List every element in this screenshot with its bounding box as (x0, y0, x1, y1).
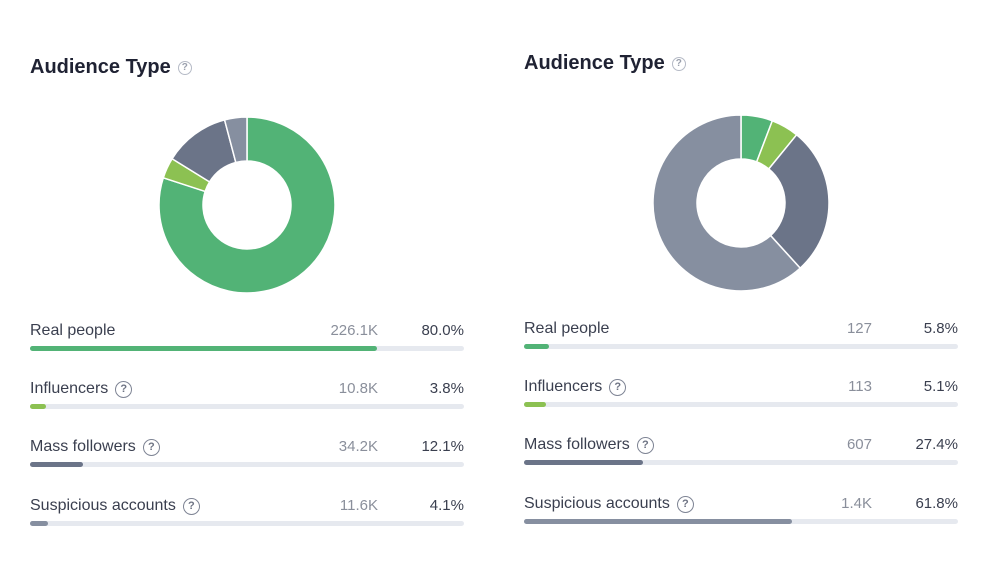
panel-title-text: Audience Type (524, 52, 665, 74)
help-icon[interactable]: ? (636, 436, 654, 454)
progress-track (30, 404, 464, 409)
row-count: 226.1K (330, 322, 378, 339)
row-count: 10.8K (338, 380, 378, 397)
row-mass-followers: Mass followers? 34.2K 12.1% (30, 438, 464, 468)
progress-track (524, 519, 958, 524)
progress-fill-suspicious-accounts (30, 521, 48, 526)
audience-type-panel-right: Audience Type ? Real people 127 5.8% Influe… (524, 0, 964, 566)
row-label-text: Suspicious accounts (30, 497, 176, 514)
row-percent: 27.4% (915, 436, 958, 453)
help-icon[interactable]: ? (676, 495, 694, 513)
panel-title: Audience Type ? (524, 52, 686, 75)
row-count: 11.6K (339, 497, 378, 514)
row-percent: 80.0% (421, 322, 464, 339)
donut-slice-suspicious-accounts[interactable] (652, 114, 802, 292)
row-label-text: Mass followers (30, 438, 136, 455)
progress-track (30, 462, 464, 467)
help-icon[interactable]: ? (671, 56, 686, 71)
row-label: Real people (30, 322, 115, 340)
row-count: 607 (846, 436, 872, 453)
row-influencers: Influencers? 113 5.1% (524, 378, 958, 408)
progress-fill-mass-followers (524, 460, 643, 465)
row-percent: 5.1% (923, 378, 958, 395)
progress-fill-real-people (30, 346, 378, 351)
audience-type-panel-left: Audience Type ? Real people 226.1K 80.0% In… (30, 0, 470, 566)
help-icon[interactable]: ? (177, 60, 192, 75)
row-percent: 3.8% (429, 380, 464, 397)
row-label: Suspicious accounts? (524, 495, 694, 513)
row-label: Real people (524, 320, 609, 338)
row-count: 34.2K (338, 438, 378, 455)
row-percent: 5.8% (923, 320, 958, 337)
progress-fill-mass-followers (30, 462, 83, 467)
row-label: Influencers? (30, 380, 133, 398)
row-influencers: Influencers? 10.8K 3.8% (30, 380, 464, 410)
progress-track (30, 346, 464, 351)
row-percent: 12.1% (421, 438, 464, 455)
progress-fill-influencers (524, 402, 547, 407)
progress-track (524, 344, 958, 349)
donut-slice-mass-followers[interactable] (767, 133, 830, 270)
row-label-text: Mass followers (524, 436, 630, 453)
row-label: Mass followers? (524, 436, 654, 454)
panel-title-text: Audience Type (30, 56, 171, 78)
row-label: Influencers? (524, 378, 627, 396)
row-suspicious-accounts: Suspicious accounts? 1.4K 61.8% (524, 495, 958, 525)
row-label-text: Influencers (524, 378, 603, 395)
help-icon[interactable]: ? (609, 378, 627, 396)
progress-track (524, 402, 958, 407)
row-count: 113 (848, 378, 872, 395)
row-real-people: Real people 226.1K 80.0% (30, 322, 464, 352)
row-label-text: Real people (30, 322, 116, 339)
row-count: 1.4K (841, 495, 872, 512)
donut-slice-suspicious-accounts[interactable] (223, 116, 248, 164)
progress-track (30, 521, 464, 526)
progress-track (524, 460, 958, 465)
panel-title: Audience Type ? (30, 56, 192, 79)
row-count: 127 (846, 320, 872, 337)
donut-chart (158, 116, 336, 294)
donut-chart (652, 114, 830, 292)
row-percent: 61.8% (915, 495, 958, 512)
row-label: Suspicious accounts? (30, 497, 200, 515)
row-label: Mass followers? (30, 438, 160, 456)
progress-fill-real-people (524, 344, 550, 349)
help-icon[interactable]: ? (182, 497, 200, 515)
row-real-people: Real people 127 5.8% (524, 320, 958, 350)
row-mass-followers: Mass followers? 607 27.4% (524, 436, 958, 466)
row-label-text: Real people (524, 320, 610, 337)
row-label-text: Influencers (30, 380, 109, 397)
row-suspicious-accounts: Suspicious accounts? 11.6K 4.1% (30, 497, 464, 527)
progress-fill-influencers (30, 404, 47, 409)
donut-slice-real-people[interactable] (158, 116, 336, 294)
row-percent: 4.1% (429, 497, 464, 514)
help-icon[interactable]: ? (115, 380, 133, 398)
progress-fill-suspicious-accounts (524, 519, 793, 524)
row-label-text: Suspicious accounts (524, 495, 670, 512)
help-icon[interactable]: ? (142, 438, 160, 456)
